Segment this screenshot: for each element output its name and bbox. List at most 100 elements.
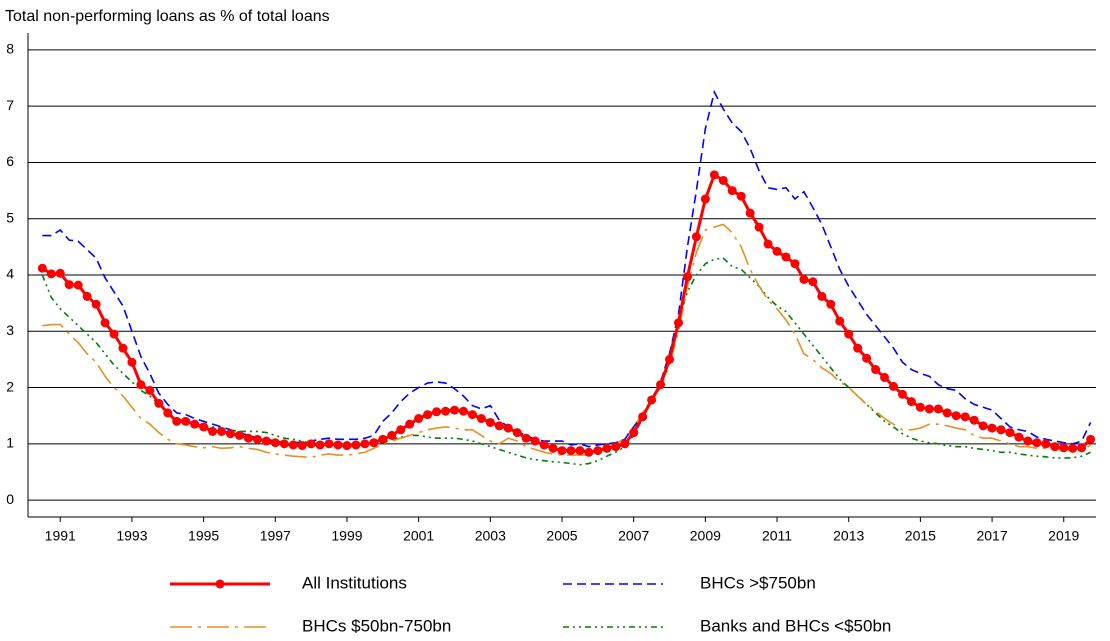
data-point — [154, 398, 164, 408]
data-point — [270, 438, 280, 448]
data-point — [512, 428, 522, 438]
data-point — [423, 410, 433, 420]
data-point — [557, 446, 567, 456]
data-point — [1032, 438, 1042, 448]
x-tick-label: 2019 — [1048, 528, 1079, 544]
x-tick-label: 2013 — [833, 528, 864, 544]
x-tick-label: 2007 — [618, 528, 649, 544]
data-point — [521, 433, 531, 443]
data-point — [261, 436, 271, 446]
data-point — [915, 402, 925, 412]
data-point — [432, 407, 442, 417]
data-point — [897, 389, 907, 399]
data-point — [736, 191, 746, 201]
data-point — [190, 419, 200, 429]
data-point — [118, 343, 128, 353]
data-point — [225, 429, 235, 439]
data-point — [414, 414, 424, 424]
data-point — [64, 280, 74, 290]
data-point — [360, 439, 370, 449]
legend-text: Banks and BHCs <$50bn — [700, 616, 891, 635]
data-point — [252, 434, 262, 444]
x-tick-label: 2003 — [475, 528, 506, 544]
legend-marker — [215, 579, 225, 589]
data-point — [709, 170, 719, 180]
x-tick-label: 2011 — [762, 528, 792, 544]
data-point — [951, 411, 961, 421]
data-point — [441, 406, 451, 416]
data-point — [315, 440, 325, 450]
data-point — [1059, 443, 1069, 453]
data-point — [853, 343, 863, 353]
data-point — [1041, 439, 1051, 449]
data-point — [1014, 432, 1024, 442]
data-point — [871, 365, 881, 375]
data-point — [1077, 443, 1087, 453]
data-point — [208, 426, 218, 436]
data-point — [1023, 436, 1033, 446]
data-point — [611, 442, 621, 452]
y-tick-label: 2 — [6, 378, 14, 394]
data-point — [127, 357, 137, 367]
data-point — [620, 439, 630, 449]
series-line — [42, 223, 1092, 459]
data-point — [924, 404, 934, 414]
data-point — [181, 416, 191, 426]
data-point — [333, 440, 343, 450]
data-point — [772, 246, 782, 256]
data-point — [593, 446, 603, 456]
y-tick-label: 0 — [6, 491, 14, 507]
data-point — [987, 423, 997, 433]
data-point — [530, 436, 540, 446]
data-point — [539, 440, 549, 450]
x-tick-label: 1999 — [331, 528, 362, 544]
data-point — [378, 434, 388, 444]
data-point — [602, 443, 612, 453]
x-tick-label: 2001 — [403, 528, 434, 544]
data-point — [844, 329, 854, 339]
data-point — [145, 385, 155, 395]
chart-title: Total non-performing loans as % of total… — [5, 8, 330, 25]
data-point — [485, 417, 495, 427]
legend-text: BHCs $50bn-750bn — [302, 616, 451, 635]
data-point — [665, 354, 675, 364]
data-point — [163, 408, 173, 418]
x-tick-label: 2015 — [905, 528, 936, 544]
data-point — [718, 175, 728, 185]
data-point — [996, 425, 1006, 435]
data-point — [172, 416, 182, 426]
y-tick-label: 5 — [6, 209, 14, 225]
y-tick-label: 4 — [6, 266, 14, 282]
data-point — [234, 430, 244, 440]
data-point — [942, 408, 952, 418]
x-tick-label: 1993 — [116, 528, 147, 544]
x-tick-label: 2005 — [546, 528, 577, 544]
y-tick-label: 7 — [6, 97, 14, 113]
x-tick-label: 1995 — [188, 528, 219, 544]
data-point — [647, 395, 657, 405]
data-point — [199, 422, 209, 432]
data-point — [548, 443, 558, 453]
data-point — [960, 412, 970, 422]
data-point — [109, 329, 119, 339]
y-tick-label: 6 — [6, 153, 14, 169]
data-point — [763, 239, 773, 249]
data-point — [906, 397, 916, 407]
data-point — [933, 404, 943, 414]
data-point — [1068, 443, 1078, 453]
data-point — [835, 316, 845, 326]
data-point — [503, 423, 513, 433]
data-point — [136, 380, 146, 390]
data-point — [826, 299, 836, 309]
data-point — [73, 280, 83, 290]
data-point — [799, 275, 809, 285]
data-point — [37, 263, 47, 273]
data-point — [629, 428, 639, 438]
data-point — [387, 430, 397, 440]
data-point — [781, 252, 791, 262]
data-point — [889, 381, 899, 391]
data-point — [91, 299, 101, 309]
data-point — [342, 441, 352, 451]
data-point — [1050, 442, 1060, 452]
